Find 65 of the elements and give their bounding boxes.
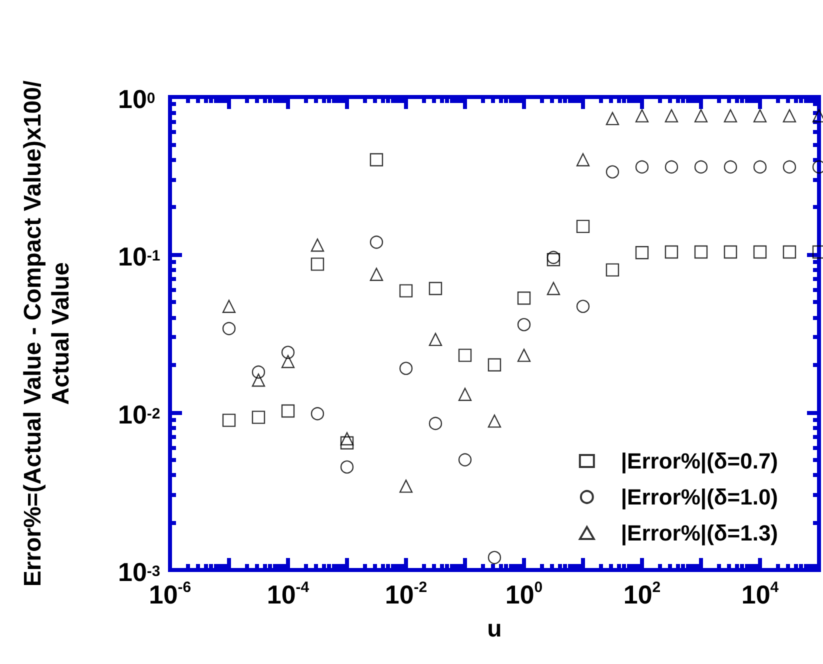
point	[517, 348, 531, 362]
point	[281, 346, 295, 359]
point	[310, 407, 324, 420]
point	[252, 374, 266, 387]
point	[576, 220, 590, 234]
point	[310, 238, 324, 252]
point	[281, 404, 295, 418]
point	[252, 365, 266, 379]
point	[724, 245, 738, 259]
point	[428, 416, 442, 430]
point	[370, 236, 384, 249]
point	[517, 292, 531, 305]
point	[370, 268, 384, 281]
point	[222, 322, 236, 336]
point	[458, 388, 472, 401]
point	[546, 253, 560, 266]
point	[281, 354, 295, 368]
point	[222, 414, 236, 427]
point	[724, 109, 738, 122]
point	[488, 414, 502, 428]
legend-label: |Error%|(δ=1.3)	[620, 520, 778, 546]
point	[310, 258, 324, 271]
point	[399, 480, 413, 493]
point	[635, 109, 649, 122]
point	[664, 245, 678, 259]
point	[517, 318, 531, 332]
point	[428, 332, 442, 346]
point	[694, 160, 708, 174]
point	[546, 250, 560, 264]
point	[753, 245, 767, 259]
point	[664, 160, 678, 174]
point	[340, 436, 354, 450]
legend-label: |Error%|(δ=0.7)	[620, 448, 778, 474]
point	[664, 109, 678, 122]
point	[458, 348, 472, 362]
point	[340, 460, 354, 474]
point	[753, 109, 767, 122]
point	[340, 432, 354, 446]
point	[399, 362, 413, 375]
point	[488, 358, 502, 372]
point	[635, 246, 649, 260]
point	[399, 284, 413, 298]
point	[428, 282, 442, 296]
point	[782, 109, 796, 122]
point	[546, 282, 560, 296]
point	[370, 153, 384, 166]
legend-label: |Error%|(δ=1.0)	[620, 484, 778, 510]
point	[222, 300, 236, 313]
point	[694, 109, 708, 122]
point	[606, 112, 620, 126]
point	[606, 165, 620, 178]
point	[606, 263, 620, 277]
point	[694, 245, 708, 259]
x-axis-title: u	[487, 616, 502, 642]
point	[753, 160, 767, 174]
point	[724, 160, 738, 174]
point	[576, 300, 590, 313]
y-axis-title: Error%=(Actual Value - Compact Value)x100/ Actual Value	[20, 80, 74, 587]
point	[576, 153, 590, 166]
point	[252, 410, 266, 424]
point	[488, 550, 502, 564]
point	[782, 160, 796, 174]
point	[635, 160, 649, 174]
point	[458, 453, 472, 466]
point	[782, 245, 796, 259]
